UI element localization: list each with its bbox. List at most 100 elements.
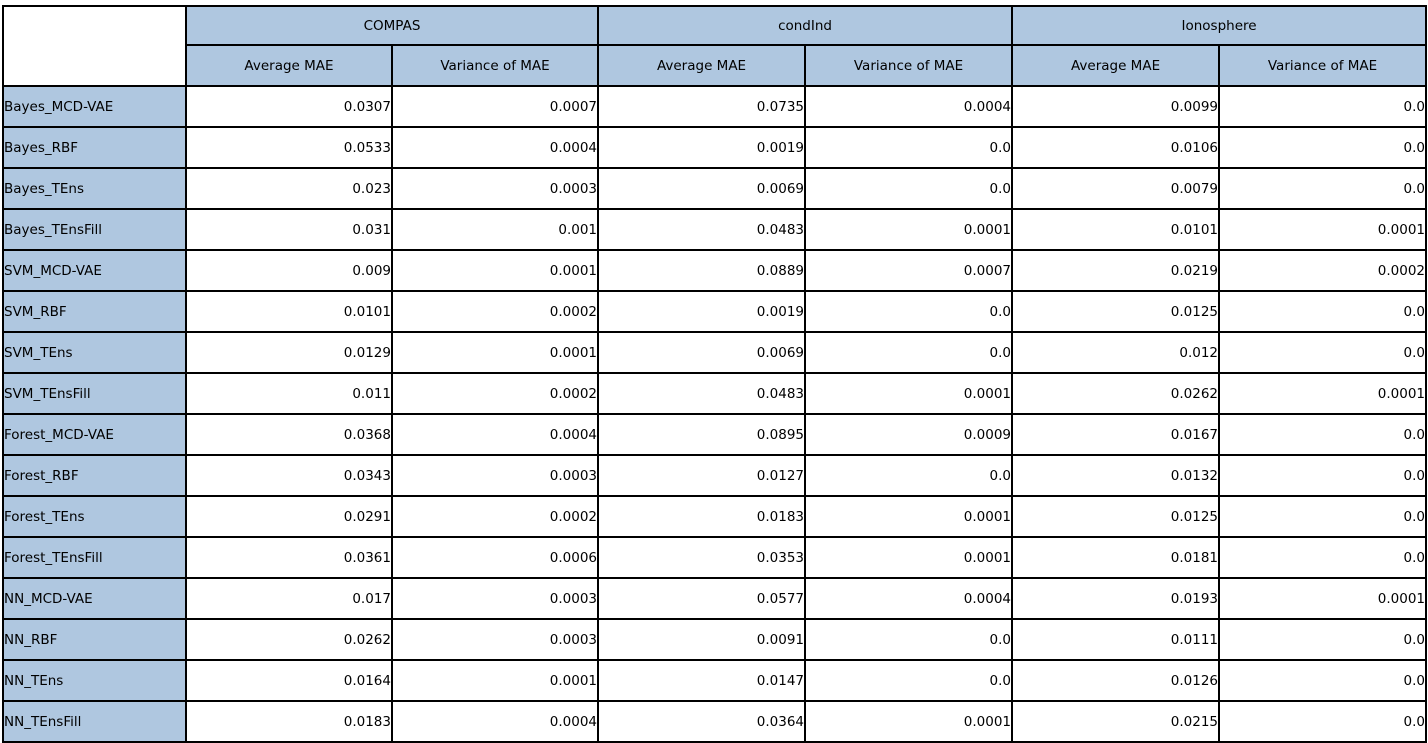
value-cell: 0.0129 bbox=[185, 331, 393, 374]
value-cell: 0.0004 bbox=[390, 700, 600, 743]
value-cell: 0.0533 bbox=[185, 126, 393, 169]
value-cell: 0.0889 bbox=[597, 249, 807, 292]
value-cell: 0.0127 bbox=[597, 454, 807, 497]
value-cell: 0.0291 bbox=[185, 495, 393, 538]
table-header: COMPAS condInd Ionosphere Average MAE Va… bbox=[2, 5, 1428, 87]
value-cell: 0.0099 bbox=[1011, 85, 1221, 128]
value-cell: 0.0006 bbox=[390, 536, 600, 579]
value-cell: 0.0181 bbox=[1011, 536, 1221, 579]
value-cell: 0.0577 bbox=[597, 577, 807, 620]
value-cell: 0.0262 bbox=[1011, 372, 1221, 415]
row-label: Forest_TEnsFill bbox=[2, 536, 187, 579]
row-label: NN_MCD-VAE bbox=[2, 577, 187, 620]
value-cell: 0.0183 bbox=[185, 700, 393, 743]
subheader-condind-avg-mae: Average MAE bbox=[597, 44, 807, 87]
value-cell: 0.0126 bbox=[1011, 659, 1221, 702]
value-cell: 0.0002 bbox=[1218, 249, 1428, 292]
row-label: Forest_MCD-VAE bbox=[2, 413, 187, 456]
value-cell: 0.0003 bbox=[390, 577, 600, 620]
value-cell: 0.0 bbox=[1218, 85, 1428, 128]
value-cell: 0.0368 bbox=[185, 413, 393, 456]
value-cell: 0.0 bbox=[804, 454, 1014, 497]
table-row: Bayes_TEns 0.023 0.0003 0.0069 0.0 0.0079 0.0 bbox=[2, 167, 1428, 210]
value-cell: 0.0111 bbox=[1011, 618, 1221, 661]
group-header-row: COMPAS condInd Ionosphere bbox=[2, 5, 1428, 87]
value-cell: 0.0 bbox=[1218, 659, 1428, 702]
results-table: COMPAS condInd Ionosphere Average MAE Va… bbox=[2, 5, 1428, 743]
subheader-compas-var-mae: Variance of MAE bbox=[390, 44, 600, 87]
value-cell: 0.0 bbox=[804, 659, 1014, 702]
value-cell: 0.0002 bbox=[390, 290, 600, 333]
value-cell: 0.0004 bbox=[390, 126, 600, 169]
value-cell: 0.009 bbox=[185, 249, 393, 292]
value-cell: 0.0007 bbox=[390, 85, 600, 128]
row-label: Bayes_RBF bbox=[2, 126, 187, 169]
value-cell: 0.0125 bbox=[1011, 290, 1221, 333]
group-header-compas: COMPAS bbox=[184, 5, 600, 46]
value-cell: 0.0069 bbox=[597, 331, 807, 374]
value-cell: 0.001 bbox=[390, 208, 600, 251]
row-label: SVM_TEns bbox=[2, 331, 187, 374]
table-row: Bayes_MCD-VAE 0.0307 0.0007 0.0735 0.0004 0.0… bbox=[2, 85, 1428, 128]
value-cell: 0.0001 bbox=[804, 700, 1014, 743]
value-cell: 0.0167 bbox=[1011, 413, 1221, 456]
value-cell: 0.0002 bbox=[390, 495, 600, 538]
value-cell: 0.0002 bbox=[390, 372, 600, 415]
value-cell: 0.0004 bbox=[804, 577, 1014, 620]
value-cell: 0.0001 bbox=[1218, 577, 1428, 620]
group-header-condind: condInd bbox=[597, 5, 1014, 46]
row-label: Forest_TEns bbox=[2, 495, 187, 538]
value-cell: 0.011 bbox=[185, 372, 393, 415]
value-cell: 0.0219 bbox=[1011, 249, 1221, 292]
value-cell: 0.0101 bbox=[1011, 208, 1221, 251]
value-cell: 0.0001 bbox=[390, 331, 600, 374]
value-cell: 0.0132 bbox=[1011, 454, 1221, 497]
row-label: Bayes_TEnsFill bbox=[2, 208, 187, 251]
value-cell: 0.0735 bbox=[597, 85, 807, 128]
value-cell: 0.0 bbox=[1218, 536, 1428, 579]
subheader-ionosphere-var-mae: Variance of MAE bbox=[1218, 44, 1428, 87]
value-cell: 0.0001 bbox=[1218, 372, 1428, 415]
table-row: NN_MCD-VAE 0.017 0.0003 0.0577 0.0004 0.0193 0… bbox=[2, 577, 1428, 620]
value-cell: 0.0001 bbox=[1218, 208, 1428, 251]
table-body: Bayes_MCD-VAE 0.0307 0.0007 0.0735 0.0004 0.0… bbox=[2, 85, 1428, 743]
subheader-ionosphere-avg-mae: Average MAE bbox=[1011, 44, 1221, 87]
value-cell: 0.0361 bbox=[185, 536, 393, 579]
value-cell: 0.0193 bbox=[1011, 577, 1221, 620]
row-label: NN_RBF bbox=[2, 618, 187, 661]
row-label: SVM_MCD-VAE bbox=[2, 249, 187, 292]
table-row: SVM_TEns 0.0129 0.0001 0.0069 0.0 0.012 0.0 bbox=[2, 331, 1428, 374]
value-cell: 0.0007 bbox=[804, 249, 1014, 292]
value-cell: 0.0004 bbox=[804, 85, 1014, 128]
value-cell: 0.0 bbox=[1218, 495, 1428, 538]
corner-cell bbox=[2, 5, 187, 87]
value-cell: 0.0483 bbox=[597, 208, 807, 251]
value-cell: 0.0003 bbox=[390, 167, 600, 210]
value-cell: 0.0125 bbox=[1011, 495, 1221, 538]
value-cell: 0.0001 bbox=[804, 208, 1014, 251]
value-cell: 0.0001 bbox=[804, 536, 1014, 579]
value-cell: 0.012 bbox=[1011, 331, 1221, 374]
value-cell: 0.0001 bbox=[804, 372, 1014, 415]
table-row: Forest_TEnsFill 0.0361 0.0006 0.0353 0.0001 0… bbox=[2, 536, 1428, 579]
value-cell: 0.0 bbox=[1218, 167, 1428, 210]
value-cell: 0.0019 bbox=[597, 290, 807, 333]
table-row: NN_RBF 0.0262 0.0003 0.0091 0.0 0.0111 0.0 bbox=[2, 618, 1428, 661]
value-cell: 0.031 bbox=[185, 208, 393, 251]
value-cell: 0.0 bbox=[804, 126, 1014, 169]
value-cell: 0.0895 bbox=[597, 413, 807, 456]
subheader-condind-var-mae: Variance of MAE bbox=[804, 44, 1014, 87]
value-cell: 0.0353 bbox=[597, 536, 807, 579]
row-label: SVM_TEnsFill bbox=[2, 372, 187, 415]
value-cell: 0.0019 bbox=[597, 126, 807, 169]
value-cell: 0.0003 bbox=[390, 454, 600, 497]
value-cell: 0.0 bbox=[1218, 290, 1428, 333]
row-label: NN_TEnsFill bbox=[2, 700, 187, 743]
value-cell: 0.0001 bbox=[804, 495, 1014, 538]
value-cell: 0.0101 bbox=[185, 290, 393, 333]
value-cell: 0.0215 bbox=[1011, 700, 1221, 743]
value-cell: 0.0147 bbox=[597, 659, 807, 702]
row-label: NN_TEns bbox=[2, 659, 187, 702]
table-row: Bayes_RBF 0.0533 0.0004 0.0019 0.0 0.0106 0.0 bbox=[2, 126, 1428, 169]
